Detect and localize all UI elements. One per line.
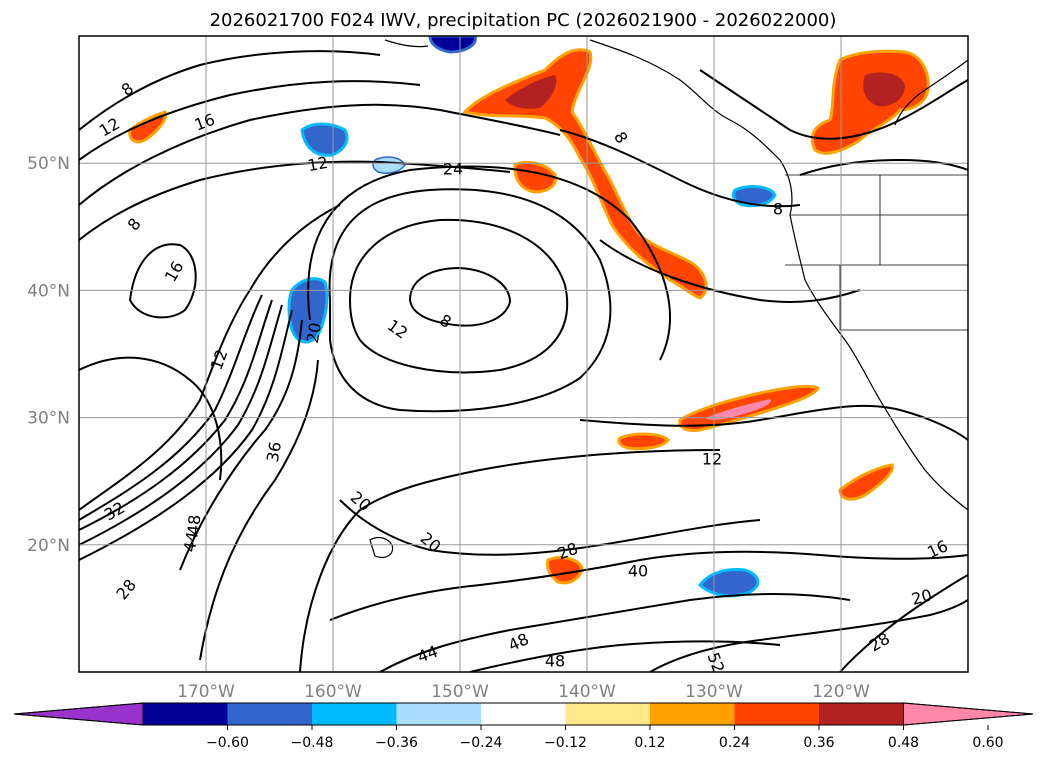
contour-label: 20 (909, 585, 934, 609)
colorbar-outline (13, 702, 1034, 726)
precip-positive-gulf-alaska (462, 48, 708, 300)
colorbar-extend-high (903, 702, 1034, 726)
contour-label: 20 (303, 321, 325, 344)
colorbar-tick-label: −0.48 (291, 735, 334, 751)
lat-label: 50°N (27, 154, 70, 174)
iwv-contours (79, 50, 968, 672)
colorbar-segment (396, 703, 481, 725)
colorbar-tick-label: 0.36 (803, 735, 834, 751)
colorbar-segment (819, 703, 904, 725)
lon-label: 140°W (558, 682, 616, 702)
lat-label: 30°N (27, 409, 70, 429)
lon-label: 130°W (685, 682, 743, 702)
precip-negative-west-coast (731, 185, 777, 208)
colorbar-segment (227, 703, 312, 725)
colorbar-tick-label: −0.12 (544, 735, 587, 751)
precip-pink-subtropical-band (705, 399, 771, 420)
colorbar-tick-label: −0.36 (375, 735, 418, 751)
contour-label: 8 (773, 200, 783, 219)
precip-positive-baja (838, 463, 894, 501)
colorbar-tick-label: 0.12 (634, 735, 665, 751)
colorbar-extend-low (13, 702, 144, 726)
precip-negative-top (428, 36, 477, 54)
lon-label: 150°W (431, 682, 489, 702)
lon-label: 120°W (812, 682, 870, 702)
precip-positive-near-30n (617, 432, 671, 451)
precip-positive-hawaii-east (546, 556, 584, 585)
contour-label: 40 (628, 562, 648, 581)
colorbar-segment (734, 703, 819, 725)
precip-strong-canada (863, 72, 905, 107)
colorbar-segment (650, 703, 735, 725)
lat-label: 20°N (27, 536, 70, 556)
contour-label: 12 (702, 450, 722, 469)
contour-label: 12 (306, 153, 329, 175)
figure-title: 2026021700 F024 IWV, precipitation PC (2… (210, 10, 837, 31)
contour-label: 44 (180, 530, 202, 553)
colorbar-tick-label: −0.60 (206, 735, 249, 751)
colorbar-segment (565, 703, 650, 725)
latitude-labels: 50°N 40°N 30°N 20°N (27, 154, 70, 556)
colorbar-tick-label: 0.60 (972, 735, 1003, 751)
map-frame (78, 35, 969, 673)
colorbar-ticks: −0.60 −0.48 −0.36 −0.24 −0.12 0.12 0.24 0.36 0.4… (206, 725, 1004, 751)
gridlines (79, 36, 968, 672)
colorbar-tick-label: −0.24 (460, 735, 503, 751)
lon-label: 170°W (177, 682, 235, 702)
colorbar-segment (312, 703, 397, 725)
contour-label: 48 (545, 652, 565, 671)
colorbar (13, 702, 1034, 726)
state-borders (785, 174, 968, 331)
contour-label: 24 (443, 160, 463, 179)
precip-negative-scattered (372, 156, 406, 174)
lat-label: 40°N (27, 281, 70, 301)
precip-negative-north (300, 122, 349, 157)
colorbar-segment (481, 703, 566, 725)
colorbar-tick-label: 0.24 (719, 735, 750, 751)
precipitation-fields (128, 36, 930, 598)
contour-label: 48 (184, 514, 205, 536)
precip-strong-gulf-alaska (505, 75, 557, 109)
colorbar-segment (143, 703, 228, 725)
longitude-labels: 170°W 160°W 150°W 140°W 130°W 120°W (177, 682, 870, 702)
precip-positive-dateline (128, 110, 168, 144)
colorbar-tick-label: 0.48 (888, 735, 919, 751)
lon-label: 160°W (304, 682, 362, 702)
contour-label: 36 (263, 440, 285, 463)
map-area (79, 36, 968, 672)
